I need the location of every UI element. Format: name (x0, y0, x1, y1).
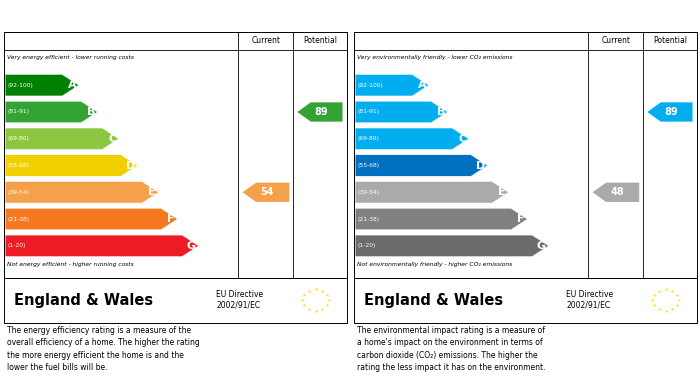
Text: 54: 54 (260, 187, 274, 197)
Polygon shape (355, 155, 487, 176)
Text: (1-20): (1-20) (8, 243, 27, 248)
Text: Current: Current (601, 36, 631, 45)
Text: D: D (126, 161, 135, 170)
Text: (69-80): (69-80) (358, 136, 380, 141)
Text: B: B (87, 107, 95, 117)
Text: England & Wales: England & Wales (364, 292, 503, 308)
Text: 48: 48 (610, 187, 624, 197)
Text: G: G (187, 241, 196, 251)
Text: (92-100): (92-100) (8, 83, 34, 88)
Polygon shape (5, 101, 97, 123)
Text: B: B (437, 107, 445, 117)
Text: E: E (498, 187, 506, 197)
Text: (39-54): (39-54) (8, 190, 30, 195)
Text: Very environmentally friendly - lower CO₂ emissions: Very environmentally friendly - lower CO… (357, 55, 512, 60)
Text: G: G (537, 241, 546, 251)
Text: The energy efficiency rating is a measure of the
overall efficiency of a home. T: The energy efficiency rating is a measur… (7, 326, 199, 373)
Text: F: F (167, 214, 175, 224)
Text: 89: 89 (664, 107, 678, 117)
Text: 89: 89 (314, 107, 328, 117)
Text: Not environmentally friendly - higher CO₂ emissions: Not environmentally friendly - higher CO… (357, 262, 512, 267)
Text: C: C (108, 134, 116, 144)
Polygon shape (5, 181, 159, 203)
Polygon shape (355, 75, 428, 96)
Text: (21-38): (21-38) (8, 217, 30, 222)
Text: England & Wales: England & Wales (14, 292, 153, 308)
Polygon shape (5, 235, 199, 256)
Text: (81-91): (81-91) (8, 109, 30, 115)
Polygon shape (298, 102, 342, 122)
Polygon shape (355, 208, 527, 230)
Text: D: D (476, 161, 485, 170)
Text: (21-38): (21-38) (358, 217, 380, 222)
Text: Environmental Impact (CO₂) Rating: Environmental Impact (CO₂) Rating (360, 11, 579, 21)
Text: (1-20): (1-20) (358, 243, 377, 248)
Polygon shape (355, 181, 509, 203)
Text: EU Directive
2002/91/EC: EU Directive 2002/91/EC (216, 291, 263, 310)
Polygon shape (355, 128, 468, 149)
Text: Very energy efficient - lower running costs: Very energy efficient - lower running co… (7, 55, 134, 60)
Polygon shape (243, 183, 289, 202)
Polygon shape (5, 75, 78, 96)
Polygon shape (5, 128, 118, 149)
Text: (55-68): (55-68) (8, 163, 30, 168)
Text: Potential: Potential (303, 36, 337, 45)
Text: (92-100): (92-100) (358, 83, 384, 88)
Text: (69-80): (69-80) (8, 136, 30, 141)
Polygon shape (593, 183, 639, 202)
Text: Potential: Potential (653, 36, 687, 45)
Polygon shape (5, 208, 177, 230)
Text: E: E (148, 187, 156, 197)
Text: A: A (418, 80, 426, 90)
Text: Not energy efficient - higher running costs: Not energy efficient - higher running co… (7, 262, 134, 267)
Polygon shape (648, 102, 692, 122)
Text: C: C (458, 134, 466, 144)
Text: The environmental impact rating is a measure of
a home's impact on the environme: The environmental impact rating is a mea… (357, 326, 545, 373)
Text: A: A (68, 80, 76, 90)
Polygon shape (5, 155, 137, 176)
Polygon shape (355, 235, 549, 256)
Polygon shape (355, 101, 447, 123)
Text: Energy Efficiency Rating: Energy Efficiency Rating (10, 11, 164, 21)
Text: (55-68): (55-68) (358, 163, 380, 168)
Text: (39-54): (39-54) (358, 190, 380, 195)
Text: (81-91): (81-91) (358, 109, 380, 115)
Text: EU Directive
2002/91/EC: EU Directive 2002/91/EC (566, 291, 613, 310)
Text: Current: Current (251, 36, 281, 45)
Text: F: F (517, 214, 525, 224)
